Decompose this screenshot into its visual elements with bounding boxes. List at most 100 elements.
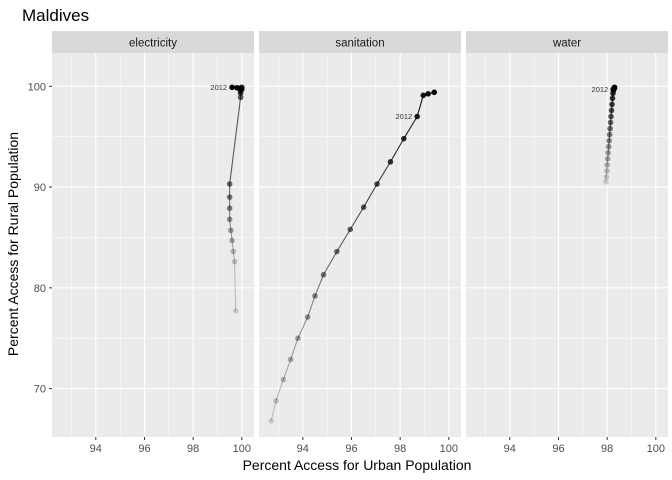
series-line-segment [229, 97, 242, 185]
facet-strip [52, 31, 254, 53]
series-line-segment [233, 261, 237, 312]
data-point [609, 95, 616, 102]
data-point [604, 162, 610, 168]
data-point [226, 181, 233, 187]
data-point [607, 125, 613, 132]
facet-panel-water: water 94 96 98 100 2012 [466, 31, 668, 455]
panel-background [466, 53, 668, 437]
series-line-segment [349, 206, 365, 230]
data-point [234, 84, 240, 91]
x-tick-label: 98 [394, 443, 406, 455]
data-point [609, 101, 615, 108]
data-point [226, 194, 233, 200]
panel-background [52, 53, 254, 437]
data-point [295, 335, 301, 342]
chart-title: Maldives [22, 6, 89, 25]
data-point [226, 205, 233, 212]
series-line-segment [323, 251, 338, 276]
data-point [603, 179, 609, 185]
x-axis-title: Percent Access for Urban Population [243, 457, 472, 473]
x-tick-label: 94 [297, 443, 309, 455]
data-point [603, 174, 610, 180]
data-point [229, 237, 235, 244]
series-line-segment [275, 379, 284, 401]
x-tick-label: 100 [647, 443, 665, 455]
y-tick-label: 90 [34, 182, 46, 194]
data-point [606, 131, 613, 138]
data-point [287, 356, 294, 363]
y-tick-label: 100 [28, 81, 46, 93]
x-tick-label: 96 [552, 443, 564, 455]
series-line-segment [363, 183, 378, 208]
data-point [230, 248, 237, 255]
data-point [414, 113, 420, 120]
series-line-segment [376, 161, 391, 185]
data-point [608, 113, 614, 120]
y-axis: 70 80 90 100 [28, 81, 52, 396]
data-point [273, 397, 279, 404]
x-tick-label: 94 [504, 443, 516, 455]
series-line-segment [229, 219, 232, 231]
series-line-segment [232, 251, 236, 262]
data-point [605, 143, 612, 150]
data-point [431, 89, 438, 96]
series-line-segment [416, 95, 424, 117]
facet-strip-label: water [552, 38, 581, 50]
data-point [268, 418, 274, 424]
facet-panel-electricity: electricity 94 96 98 100 2012 [52, 31, 254, 455]
facet-strip-label: sanitation [335, 38, 384, 50]
series-line-segment [307, 295, 316, 318]
data-point [420, 92, 427, 99]
data-point [334, 248, 340, 255]
data-point [607, 119, 614, 126]
x-tick-label: 94 [90, 443, 102, 455]
data-point [608, 107, 615, 114]
series-line-segment [282, 359, 292, 380]
data-point [387, 159, 394, 165]
facet-panels: electricity 94 96 98 100 2012 sanitation 94 96 98… [52, 31, 668, 455]
data-point [304, 314, 311, 320]
data-point [605, 149, 611, 156]
data-point [374, 181, 380, 187]
data-point [231, 258, 238, 265]
series-line-segment [297, 316, 309, 339]
data-point [610, 86, 617, 93]
series-line-segment [231, 240, 234, 252]
data-point [401, 135, 407, 142]
y-tick-label: 80 [34, 283, 46, 295]
data-point [347, 226, 354, 233]
y-tick-label: 70 [34, 384, 46, 396]
data-point [604, 168, 610, 174]
facet-strip [466, 31, 668, 53]
data-point [604, 156, 611, 162]
year-annotation: 2012 [396, 112, 413, 121]
year-annotation: 2012 [210, 83, 227, 92]
data-point [606, 137, 612, 144]
x-tick-label: 98 [187, 443, 199, 455]
series-line-segment [389, 138, 405, 163]
x-tick-label: 96 [138, 443, 150, 455]
facet-strip [259, 31, 461, 53]
data-point [232, 308, 239, 314]
facet-strip-label: electricity [129, 38, 177, 50]
data-point [237, 94, 244, 101]
series-line-segment [230, 230, 233, 241]
x-tick-label: 96 [345, 443, 357, 455]
data-point [228, 227, 234, 234]
series-line-segment [314, 274, 325, 297]
panel-background [259, 53, 461, 437]
data-point [229, 84, 235, 91]
x-tick-label: 98 [601, 443, 613, 455]
series-line-segment [270, 400, 277, 422]
data-point [226, 216, 233, 223]
series-line-segment [290, 338, 299, 360]
data-point [320, 271, 327, 278]
data-point [425, 91, 431, 97]
series-line-segment [403, 116, 418, 139]
data-point [280, 376, 287, 383]
x-tick-label: 100 [440, 443, 458, 455]
x-tick-label: 100 [233, 443, 251, 455]
year-annotation: 2012 [592, 85, 609, 94]
